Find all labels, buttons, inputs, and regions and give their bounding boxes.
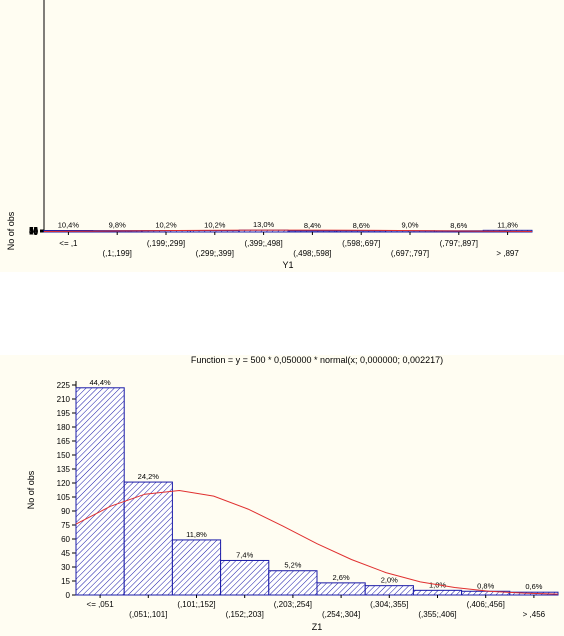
bar-data-label: 13,0%: [253, 220, 275, 229]
x-category-label: (,399;,498]: [244, 239, 282, 248]
histogram-z1-chart: Function = y = 500 * 0,050000 * normal(x…: [26, 355, 559, 632]
bar: [316, 582, 366, 596]
x-axis-label: Y1: [282, 260, 293, 270]
bar-data-label: 0,6%: [525, 582, 542, 591]
bar-data-label: 7,4%: [236, 550, 253, 559]
x-category-label: (,152;,203]: [226, 610, 264, 619]
y-tick-label: 70: [29, 226, 38, 235]
bar-data-label: 9,0%: [401, 221, 418, 230]
bar-data-label: 5,2%: [284, 561, 301, 570]
y-tick-label: 5: [34, 228, 39, 237]
bar-data-label: 0,8%: [477, 581, 494, 590]
y-tick-label: 225: [57, 381, 71, 390]
chart-title: Function = y = 500 * 0,050000 * normal(x…: [191, 355, 443, 365]
histogram-y1-panel: 0 5 10 15 20 25 30 35 40 45 50 55 60 65 70 10,4% <= ,1 9,…: [0, 0, 564, 272]
y-tick-label: 40: [29, 227, 38, 236]
y-tick-label: 105: [57, 493, 71, 502]
x-category-label: (,203;,254]: [274, 600, 312, 609]
y-tick-label: 210: [57, 395, 71, 404]
bar-data-label: 2,0%: [381, 576, 398, 585]
y-tick-label: 165: [57, 437, 71, 446]
y-tick-label: 65: [29, 226, 38, 235]
y-tick-label: 45: [61, 549, 70, 558]
y-tick-label: 35: [29, 227, 38, 236]
y-tick-label: 0: [34, 228, 39, 237]
y-tick-label: 90: [61, 507, 70, 516]
y-tick-label: 135: [57, 465, 71, 474]
x-category-label: <= ,1: [59, 239, 78, 248]
y-tick-label: 120: [57, 479, 71, 488]
y-tick-label: 30: [61, 563, 70, 572]
bar-data-label: 10,2%: [155, 221, 177, 230]
y-tick-label: 30: [29, 227, 38, 236]
bar-data-label: 24,2%: [138, 472, 160, 481]
x-axis-label: Z1: [312, 622, 323, 632]
y-tick-label: 10: [29, 228, 38, 237]
x-category-label: <= ,051: [87, 600, 115, 609]
bar-data-label: 2,6%: [333, 573, 350, 582]
x-category-label: (,697;,797]: [391, 249, 429, 258]
x-category-label: (,254;,304]: [322, 610, 360, 619]
y-tick-label: 55: [29, 226, 38, 235]
bar-data-label: 8,6%: [353, 221, 370, 230]
y-tick-label: 60: [61, 535, 70, 544]
x-category-label: > ,456: [523, 610, 546, 619]
bar: [412, 589, 463, 596]
bar-data-label: 11,8%: [497, 220, 518, 229]
bar: [364, 585, 414, 596]
bar: [268, 570, 318, 596]
x-category-label: (,598;,697]: [342, 239, 380, 248]
bar: [336, 230, 387, 233]
y-tick-label: 180: [57, 423, 71, 432]
y-tick-label: 60: [29, 226, 38, 235]
histogram-z1-panel: Function = y = 500 * 0,050000 * normal(x…: [0, 355, 564, 636]
y-tick-label: 195: [57, 409, 71, 418]
y-tick-label: 20: [29, 227, 38, 236]
y-tick-label: 50: [29, 227, 38, 236]
y-tick-label: 75: [61, 521, 70, 530]
x-category-label: (,797;,897]: [440, 239, 478, 248]
bar-data-label: 44,4%: [89, 378, 111, 387]
x-category-label: (,355;,406]: [418, 610, 456, 619]
x-category-label: > ,897: [496, 249, 519, 258]
y-axis-label: No of obs: [26, 470, 36, 509]
bar-data-label: 8,4%: [304, 221, 321, 230]
fit-curve: [43, 229, 533, 232]
bar: [287, 230, 338, 233]
y-axis-label: No of obs: [6, 211, 16, 250]
bar: [75, 387, 125, 596]
x-category-label: (,1;,199]: [103, 249, 132, 258]
bar-data-label: 11,8%: [186, 530, 207, 539]
x-category-label: (,299;,399]: [196, 249, 234, 258]
y-tick-label: 15: [29, 228, 38, 237]
x-category-label: (,406;,456]: [467, 600, 505, 609]
x-category-label: (,051;,101]: [129, 610, 167, 619]
bar: [220, 559, 270, 596]
y-tick-label: 25: [29, 227, 38, 236]
y-tick-label: 45: [29, 227, 38, 236]
bar: [171, 539, 222, 596]
y-tick-label: 150: [57, 451, 71, 460]
x-category-label: (,304;,355]: [370, 600, 408, 609]
bar-data-label: 9,8%: [109, 221, 126, 230]
y-tick-label: 0: [66, 591, 71, 600]
bar-data-label: 8,6%: [450, 221, 467, 230]
y-tick-label: 15: [61, 577, 70, 586]
fit-curve: [75, 489, 559, 595]
x-category-label: (,498;,598]: [293, 249, 331, 258]
bar-data-label: 10,4%: [58, 221, 80, 230]
bar: [123, 481, 173, 596]
bar-data-label: 10,2%: [204, 221, 226, 230]
x-category-label: (,101;,152]: [177, 600, 215, 609]
x-category-label: (,199;,299]: [147, 239, 185, 248]
